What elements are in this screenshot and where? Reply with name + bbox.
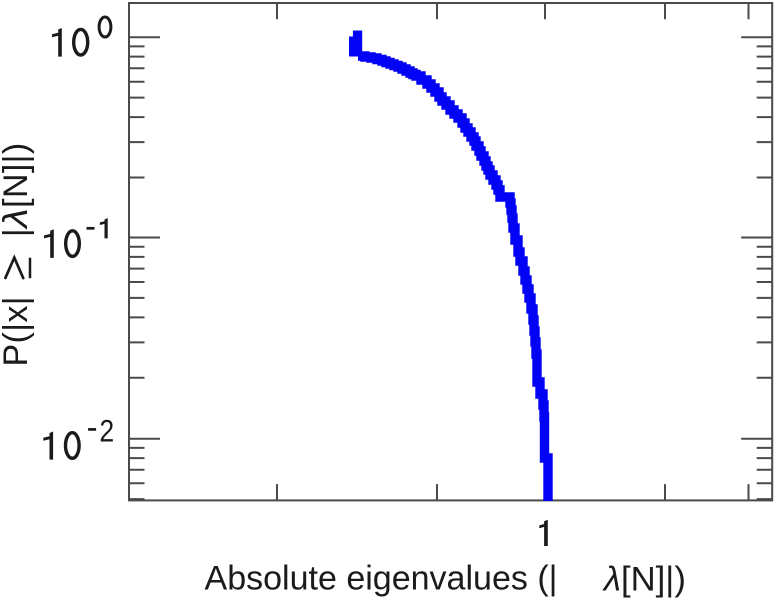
svg-text:λ[N]|): λ[N]|) [602, 561, 686, 599]
svg-text:P(|x| |λ[N]|): P(|x| |λ[N]|) [0, 142, 35, 366]
svg-text:2: 2 [99, 412, 114, 448]
svg-text:Absolute eigenvalues (|: Absolute eigenvalues (| [205, 560, 558, 598]
